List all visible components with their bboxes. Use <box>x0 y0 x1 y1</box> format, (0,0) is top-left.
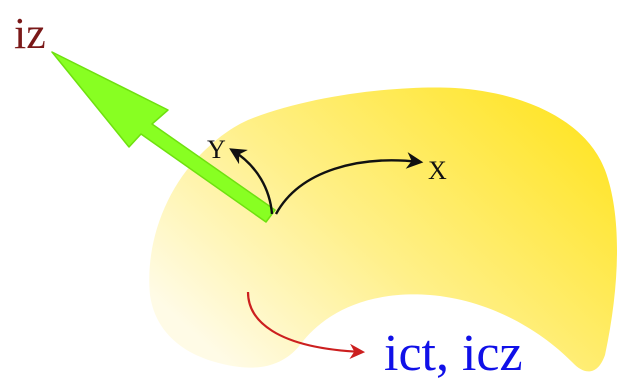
ict-icz-label: ict, icz <box>384 325 523 378</box>
x-axis-label: X <box>428 156 447 185</box>
y-axis-arrow <box>229 148 274 215</box>
ict-direction-arrow <box>246 291 366 360</box>
green-arrow-icon <box>51 51 276 223</box>
y-axis-label: Y <box>207 135 226 164</box>
yellow-surface <box>149 87 618 372</box>
iz-label: iz <box>14 9 46 58</box>
x-axis-arrow <box>274 152 424 215</box>
